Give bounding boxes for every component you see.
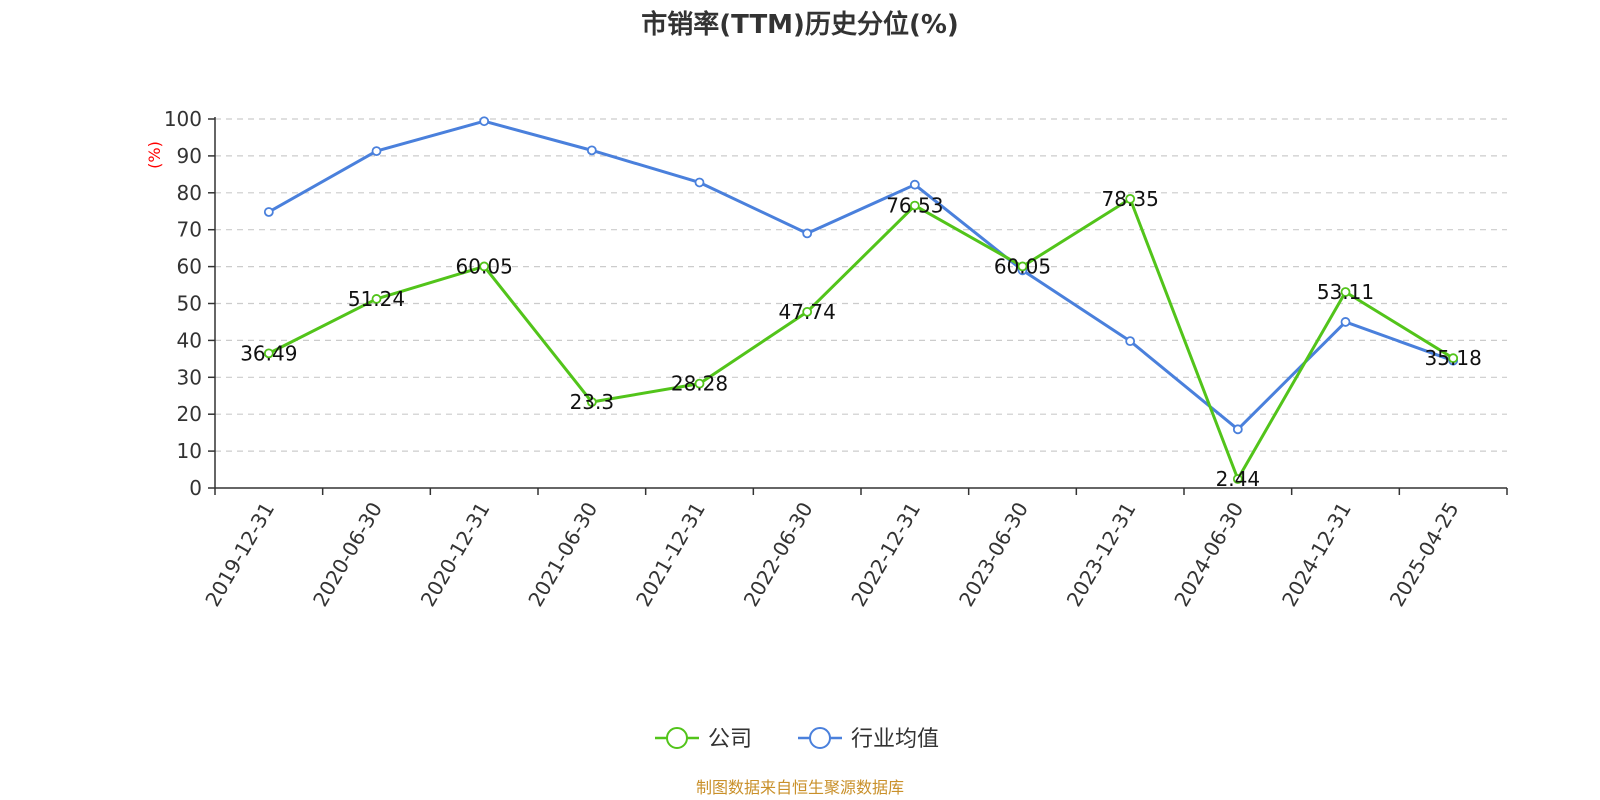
series-0	[263, 193, 1459, 484]
data-label: 23.3	[570, 390, 615, 414]
data-point	[1125, 336, 1136, 347]
data-label: 28.28	[671, 372, 728, 396]
x-tick-label: 2025-04-25	[1385, 498, 1464, 611]
data-label: 78.35	[1102, 187, 1159, 211]
source-note: 制图数据来自恒生聚源数据库	[696, 778, 904, 797]
data-point	[371, 294, 382, 304]
x-tick-label: 2020-12-31	[416, 498, 495, 611]
data-point	[1017, 261, 1028, 272]
data-point	[1448, 353, 1459, 364]
x-tick-label: 2022-06-30	[739, 498, 818, 611]
data-point	[586, 145, 597, 156]
series-line	[268, 197, 1454, 481]
data-label: 60.05	[994, 254, 1051, 278]
data-point	[1125, 193, 1136, 204]
legend-label: 行业均值	[851, 727, 939, 752]
x-tick-label: 2021-06-30	[523, 498, 602, 611]
data-label: 53.11	[1317, 280, 1374, 304]
data-label: 2.44	[1216, 467, 1261, 491]
data-point	[802, 306, 813, 317]
legend-label: 公司	[708, 727, 752, 752]
series-1	[263, 116, 1459, 435]
x-tick-label: 2020-06-30	[308, 498, 387, 611]
data-point	[1340, 317, 1351, 327]
series-line	[268, 119, 1454, 431]
x-tick-label: 2023-06-30	[954, 498, 1033, 611]
legend-item-0[interactable]: 公司	[655, 727, 752, 752]
y-tick-label: 30	[177, 365, 202, 389]
data-point	[479, 261, 490, 272]
data-label: 51.24	[348, 287, 405, 311]
x-tick-label: 2022-12-31	[846, 498, 925, 611]
data-point	[909, 179, 920, 190]
y-tick-label: 90	[177, 144, 202, 168]
data-point	[909, 200, 920, 211]
data-label: 35.18	[1425, 346, 1482, 370]
y-tick-label: 100	[164, 107, 202, 131]
data-point	[371, 146, 382, 157]
y-tick-label: 0	[189, 476, 202, 500]
data-point	[802, 228, 813, 239]
x-tick-label: 2024-06-30	[1169, 498, 1248, 611]
legend-marker-icon	[809, 727, 831, 749]
data-point	[263, 348, 274, 359]
data-point	[694, 177, 705, 188]
y-axis-label: (%)	[145, 141, 164, 169]
legend[interactable]: 公司 行业均值	[655, 727, 939, 752]
data-point	[263, 207, 274, 217]
grid-lines	[215, 118, 1507, 452]
y-tick-label: 20	[177, 402, 202, 426]
data-label: 47.74	[779, 300, 836, 324]
y-tick-label: 50	[177, 292, 202, 316]
series-layer	[263, 116, 1459, 484]
data-point	[694, 378, 705, 389]
y-tick-label: 40	[177, 328, 202, 352]
data-point	[479, 116, 490, 127]
data-point	[1340, 287, 1351, 297]
x-tick-label: 2024-12-31	[1277, 498, 1356, 611]
legend-marker-icon	[666, 727, 688, 749]
data-point	[586, 397, 597, 407]
legend-item-1[interactable]: 行业均值	[798, 727, 939, 752]
y-tick-label: 60	[177, 255, 202, 279]
data-label: 36.49	[240, 341, 297, 365]
data-label: 76.53	[886, 194, 943, 218]
x-tick-label: 2021-12-31	[631, 498, 710, 611]
y-tick-label: 80	[177, 181, 202, 205]
data-label: 60.05	[456, 254, 513, 278]
x-tick-label: 2019-12-31	[200, 498, 279, 611]
y-tick-label: 10	[177, 439, 202, 463]
data-point	[1232, 424, 1243, 435]
data-point	[1232, 474, 1243, 484]
y-tick-label: 70	[177, 218, 202, 242]
x-tick-label: 2023-12-31	[1062, 498, 1141, 611]
chart-title: 市销率(TTM)历史分位(%)	[641, 9, 959, 40]
data-labels: 36.49 51.24 60.05 23.3 28.28 47.74 76.53 60.05 7…	[240, 187, 1482, 491]
